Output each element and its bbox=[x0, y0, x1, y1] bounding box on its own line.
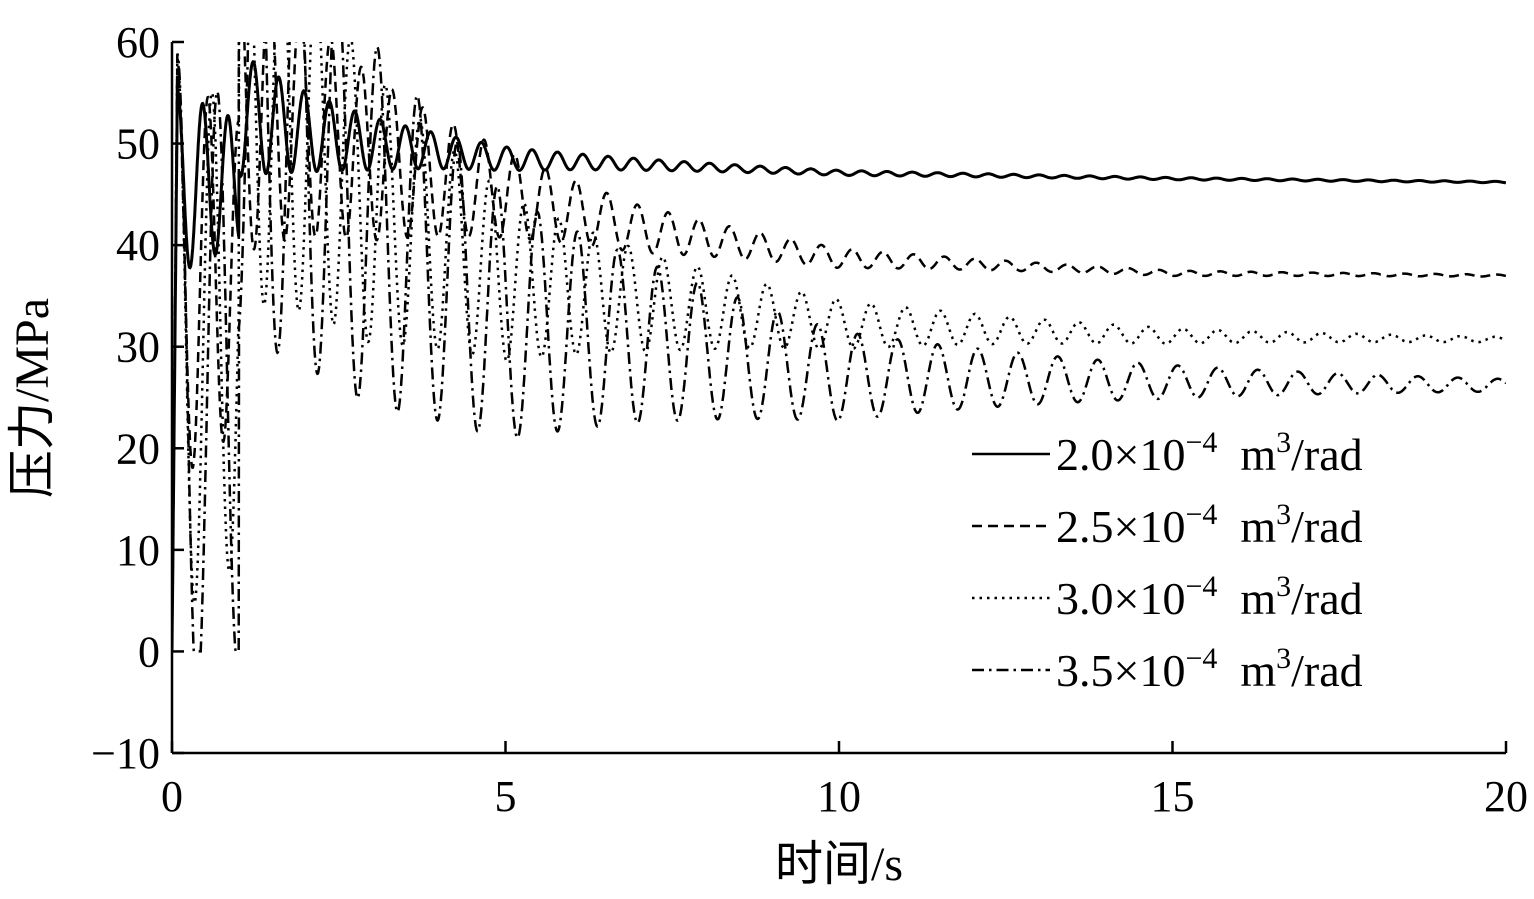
y-tick-label: 40 bbox=[116, 221, 160, 270]
series-layer bbox=[172, 42, 1506, 653]
legend-unit_post: /rad bbox=[1291, 501, 1363, 552]
legend-unit_exp: 3 bbox=[1276, 570, 1291, 603]
legend-name: 3.0×10 bbox=[1056, 573, 1185, 624]
legend-label-2: 2.5×10−4 m3/rad bbox=[1056, 498, 1363, 552]
legend-name: 3.5×10 bbox=[1056, 645, 1185, 696]
legend-exp: −4 bbox=[1185, 498, 1217, 531]
legend-unit_post: /rad bbox=[1291, 645, 1363, 696]
y-tick-label: 30 bbox=[116, 323, 160, 372]
legend-exp: −4 bbox=[1185, 570, 1217, 603]
legend-unit_pre: m bbox=[1217, 645, 1276, 696]
legend-exp: −4 bbox=[1185, 642, 1217, 675]
series-line-2 bbox=[172, 42, 1506, 652]
x-tick-label: 0 bbox=[161, 772, 183, 821]
legend-label-4: 3.5×10−4 m3/rad bbox=[1056, 642, 1363, 696]
legend-label-1: 2.0×10−4 m3/rad bbox=[1056, 426, 1363, 480]
series-line-4 bbox=[172, 42, 1506, 653]
legend-name: 2.0×10 bbox=[1056, 429, 1185, 480]
legend-exp: −4 bbox=[1185, 426, 1217, 459]
y-tick-label: −10 bbox=[91, 729, 160, 778]
y-tick-label: 20 bbox=[116, 424, 160, 473]
legend-unit_pre: m bbox=[1217, 573, 1276, 624]
x-axis-title: 时间/s bbox=[775, 838, 903, 891]
legend-unit_exp: 3 bbox=[1276, 642, 1291, 675]
legend-unit_pre: m bbox=[1217, 429, 1276, 480]
y-tick-label: 50 bbox=[116, 120, 160, 169]
legend-unit_post: /rad bbox=[1291, 429, 1363, 480]
legend-unit_post: /rad bbox=[1291, 573, 1363, 624]
legend-unit_exp: 3 bbox=[1276, 426, 1291, 459]
x-tick-label: 5 bbox=[495, 772, 517, 821]
series-line-3 bbox=[172, 42, 1506, 652]
y-tick-label: 60 bbox=[116, 18, 160, 67]
x-tick-label: 10 bbox=[817, 772, 861, 821]
legend-name: 2.5×10 bbox=[1056, 501, 1185, 552]
x-tick-label: 15 bbox=[1151, 772, 1195, 821]
series-line-1 bbox=[172, 60, 1506, 652]
legend-unit_exp: 3 bbox=[1276, 498, 1291, 531]
legend-label-3: 3.0×10−4 m3/rad bbox=[1056, 570, 1363, 624]
y-axis-title: 压力/MPa bbox=[6, 298, 59, 498]
y-tick-label: 0 bbox=[138, 627, 160, 676]
legend-unit_pre: m bbox=[1217, 501, 1276, 552]
y-tick-label: 10 bbox=[116, 526, 160, 575]
x-tick-label: 20 bbox=[1484, 772, 1528, 821]
